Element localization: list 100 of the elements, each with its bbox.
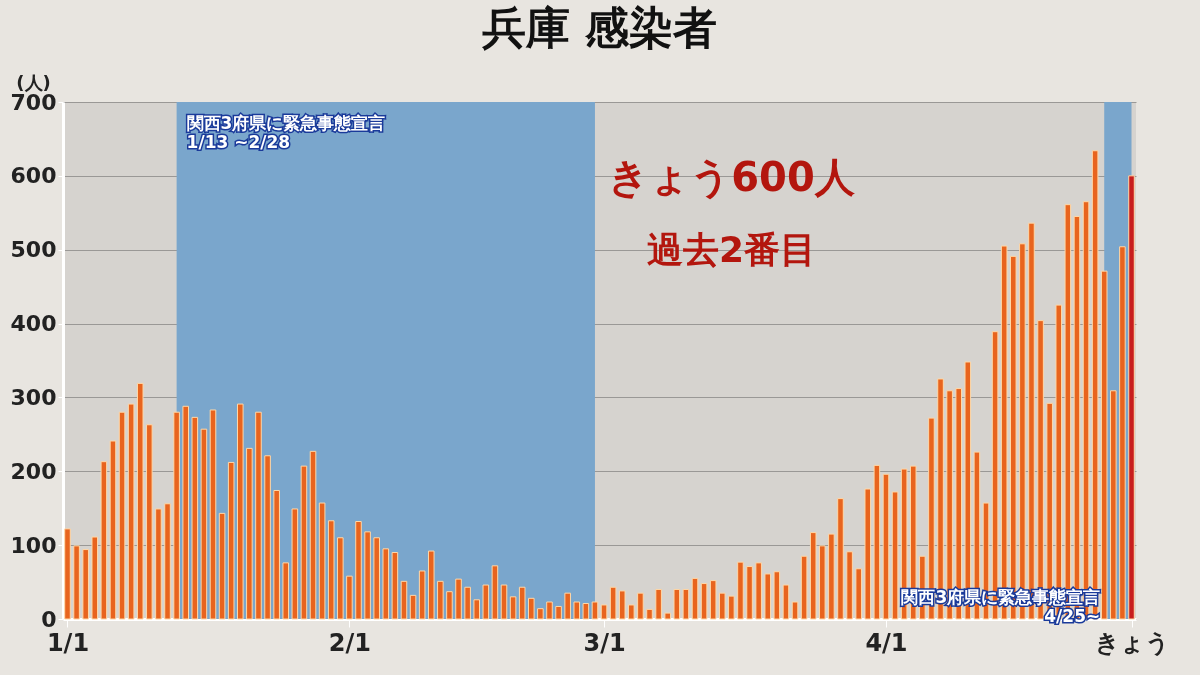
bar	[1119, 246, 1126, 620]
bar	[809, 532, 817, 620]
bar	[264, 455, 271, 620]
bar	[391, 552, 399, 620]
bar	[755, 562, 762, 620]
bar	[446, 591, 453, 620]
annotation: 過去2番目	[646, 229, 817, 270]
y-tick-label: 500	[10, 237, 57, 263]
bar	[564, 592, 571, 620]
bar	[691, 577, 699, 620]
y-axis-title: (人)	[16, 71, 51, 93]
bar	[637, 592, 644, 620]
annotation: きょう600人	[608, 154, 856, 200]
bar	[528, 597, 535, 620]
bar	[173, 411, 180, 620]
bar	[136, 382, 144, 620]
bar	[555, 605, 562, 620]
bar	[127, 403, 135, 620]
bar	[591, 601, 599, 620]
bar	[337, 537, 344, 620]
x-tick-label: 2/1	[328, 628, 371, 657]
bar	[1100, 270, 1108, 620]
bar	[737, 561, 744, 620]
bar	[200, 428, 208, 620]
bar	[64, 528, 71, 620]
bar	[728, 595, 735, 620]
bar	[191, 416, 199, 620]
bar	[218, 512, 226, 620]
bar	[773, 571, 781, 620]
y-tick-label: 100	[10, 532, 57, 558]
bar	[418, 570, 426, 620]
bar	[164, 503, 171, 620]
bar	[182, 405, 189, 620]
bar	[582, 602, 590, 620]
bar	[455, 578, 462, 620]
bar	[473, 599, 481, 620]
bar	[237, 403, 244, 620]
bar	[273, 489, 280, 620]
bar	[628, 604, 635, 620]
x-tick-label: 4/1	[865, 628, 908, 657]
bar	[782, 584, 790, 620]
bar	[546, 601, 553, 620]
bar	[309, 450, 317, 620]
y-tick-label: 200	[10, 458, 57, 484]
bar	[209, 409, 217, 620]
bar	[791, 601, 799, 620]
bar	[355, 521, 362, 620]
bar	[537, 608, 544, 620]
bar	[1128, 175, 1135, 620]
bar	[746, 566, 753, 620]
bar	[891, 491, 899, 620]
bar	[427, 550, 435, 620]
bar	[227, 461, 235, 620]
bar	[318, 502, 326, 620]
bar	[146, 424, 153, 620]
bar	[682, 588, 690, 620]
bar	[346, 575, 353, 620]
chart-title: 兵庫 感染者	[480, 2, 718, 53]
y-tick-label: 300	[10, 384, 57, 410]
bar	[846, 551, 853, 620]
bar	[109, 440, 117, 620]
bar	[500, 584, 508, 620]
bar	[873, 464, 881, 620]
bar	[491, 565, 499, 620]
bar	[91, 536, 99, 620]
bar	[573, 601, 581, 620]
bar	[819, 545, 826, 620]
band-label: 関西3府県に緊急事態宣言 1/13 ~2/28	[186, 113, 386, 152]
bar	[600, 604, 608, 620]
bar	[700, 583, 708, 620]
bar	[400, 580, 408, 620]
bar	[482, 584, 490, 620]
bar	[255, 411, 262, 620]
bar	[655, 588, 662, 620]
bar	[609, 586, 617, 620]
bar	[373, 537, 380, 620]
y-tick-label: 400	[10, 311, 57, 337]
bar	[82, 549, 89, 620]
bar	[718, 592, 726, 620]
y-tick-label: 600	[10, 163, 57, 189]
bar	[382, 548, 390, 620]
bar	[828, 533, 835, 620]
bar	[73, 545, 80, 620]
bar	[882, 473, 890, 620]
bar	[837, 498, 844, 620]
bar	[709, 580, 717, 620]
x-tick-label: きょう	[1094, 628, 1170, 657]
bar	[673, 588, 681, 620]
bar	[509, 596, 517, 620]
bar	[764, 573, 772, 620]
bar	[855, 568, 862, 620]
x-tick-label: 3/1	[583, 628, 626, 657]
bar	[618, 590, 626, 620]
bar	[100, 461, 108, 620]
bar	[246, 447, 253, 620]
bar	[291, 508, 299, 620]
bar	[1110, 390, 1117, 620]
bar	[282, 562, 290, 620]
bar	[464, 586, 471, 620]
bar	[155, 508, 162, 620]
